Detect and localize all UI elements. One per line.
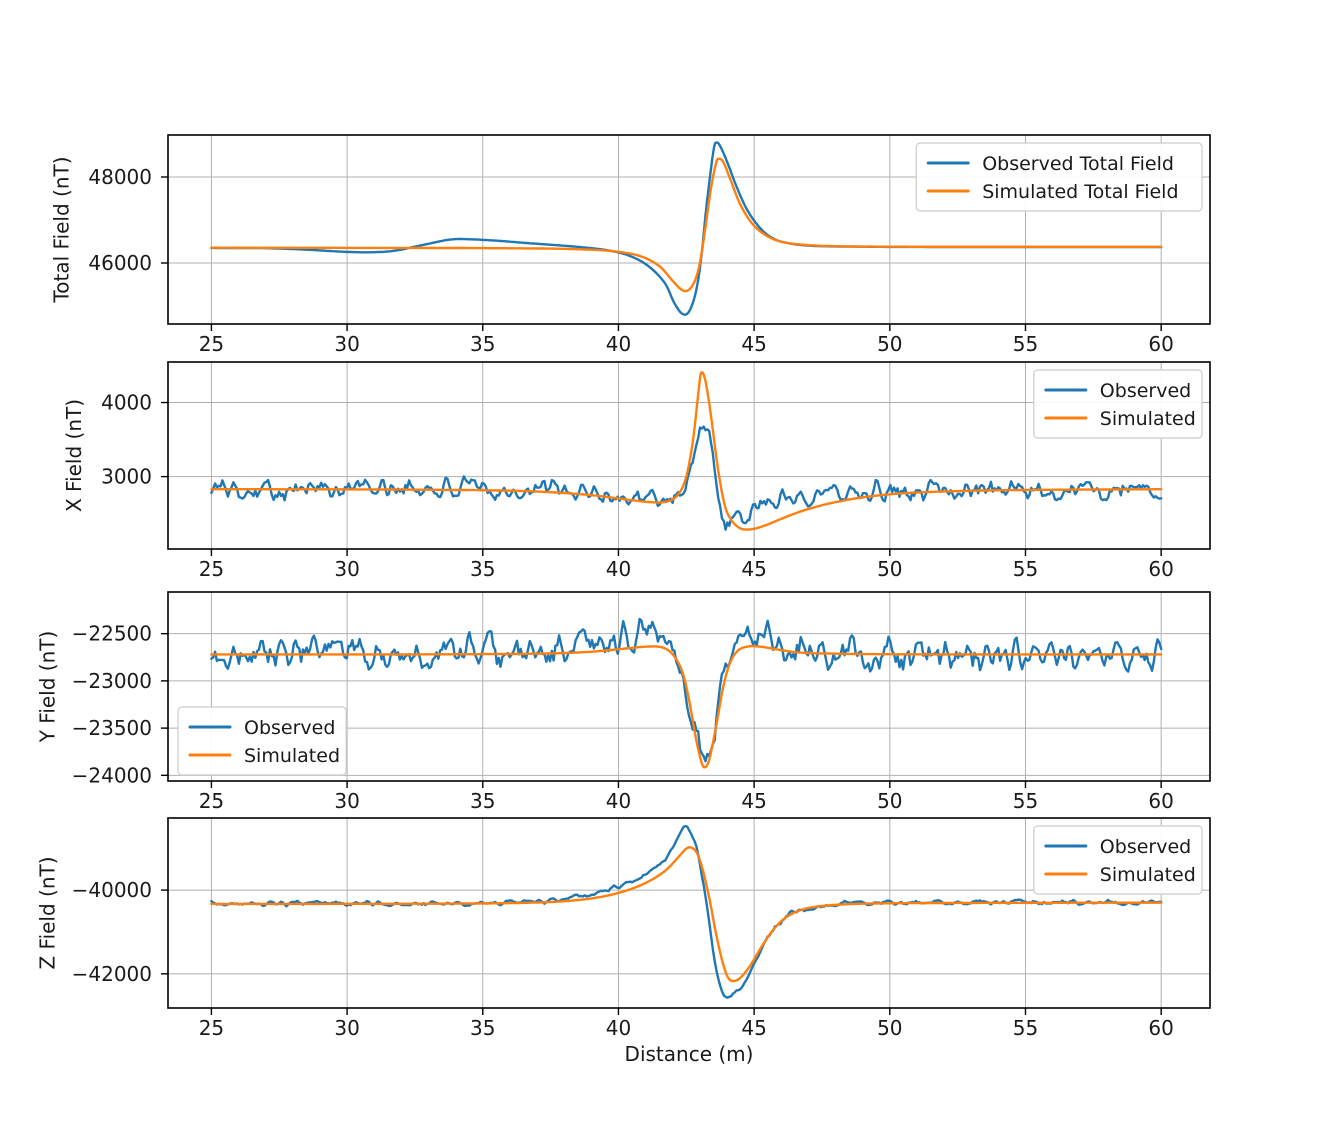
y-tick-label: −22500	[72, 622, 152, 646]
legend-label: Simulated	[1100, 864, 1196, 886]
y-axis-label: Z Field (nT)	[36, 856, 60, 969]
legend-label: Observed	[1100, 380, 1191, 402]
legend-label: Observed	[244, 717, 335, 739]
legend: Observed Simulated	[177, 706, 347, 776]
y-tick-label: 46000	[88, 251, 152, 275]
y-tick-label: −40000	[72, 878, 152, 902]
y-tick-label: 4000	[101, 391, 152, 415]
x-tick-label: 60	[1148, 332, 1173, 356]
x-tick-label: 25	[199, 789, 224, 813]
x-tick-label: 60	[1148, 1016, 1173, 1040]
series-group	[210, 141, 1163, 316]
y-tick-label: −42000	[72, 962, 152, 986]
y-tick-label: −23000	[72, 669, 152, 693]
x-tick-label: 55	[1013, 1016, 1038, 1040]
x-tick-label: 25	[199, 557, 224, 581]
x-tick-label: 25	[199, 1016, 224, 1040]
x-tick-label: 50	[877, 789, 902, 813]
panel-y-field: 25 30 35 40 45 50 55 60 −22500 −23000 −23500 −24000…	[36, 591, 1211, 813]
x-tick-label: 55	[1013, 789, 1038, 813]
series-group	[210, 371, 1163, 531]
x-tick-label: 40	[606, 332, 631, 356]
legend-label: Simulated	[1100, 408, 1196, 430]
legend-box	[177, 706, 347, 776]
simulated-line	[210, 157, 1163, 293]
x-tick-label: 55	[1013, 332, 1038, 356]
y-axis-label: Total Field (nT)	[50, 156, 74, 303]
x-tick-label: 45	[741, 1016, 766, 1040]
legend-label: Observed	[1100, 836, 1191, 858]
x-tick-label: 55	[1013, 557, 1038, 581]
x-tick-label: 35	[470, 1016, 495, 1040]
panel-x-field: 25 30 35 40 45 50 55 60 3000 4000 X Field (nT) Obse…	[62, 361, 1211, 581]
axes-spines	[167, 361, 1211, 550]
panel-z-field: 25 30 35 40 45 50 55 60 −40000 −42000 Z Field (nT)…	[36, 817, 1211, 1040]
x-tick-label: 40	[606, 1016, 631, 1040]
axes-spines	[167, 817, 1211, 1009]
x-tick-label: 50	[877, 1016, 902, 1040]
x-tick-label: 50	[877, 332, 902, 356]
legend-label: Observed Total Field	[982, 153, 1174, 175]
x-tick-label: 60	[1148, 557, 1173, 581]
legend-box	[1033, 825, 1203, 895]
simulated-line	[210, 846, 1163, 983]
x-axis-label: Distance (m)	[624, 1042, 754, 1066]
x-tick-label: 25	[199, 332, 224, 356]
axes-spines	[167, 134, 1211, 325]
x-tick-label: 50	[877, 557, 902, 581]
y-tick-label: −23500	[72, 716, 152, 740]
x-tick-label: 45	[741, 332, 766, 356]
y-axis-label: X Field (nT)	[62, 399, 86, 512]
legend-label: Simulated Total Field	[982, 181, 1178, 203]
y-tick-label: 48000	[88, 165, 152, 189]
series-group	[210, 617, 1163, 769]
x-tick-label: 30	[334, 332, 359, 356]
legend: Observed Total Field Simulated Total Fiel…	[915, 142, 1203, 212]
simulated-line	[210, 371, 1163, 531]
x-tick-label: 60	[1148, 789, 1173, 813]
x-tick-label: 45	[741, 789, 766, 813]
legend-box	[915, 142, 1203, 212]
legend-label: Simulated	[244, 745, 340, 767]
x-tick-label: 30	[334, 557, 359, 581]
x-tick-label: 40	[606, 789, 631, 813]
y-tick-label: −24000	[72, 763, 152, 787]
legend-box	[1033, 369, 1203, 439]
series-group	[210, 824, 1163, 999]
x-tick-label: 40	[606, 557, 631, 581]
x-tick-label: 30	[334, 1016, 359, 1040]
legend: Observed Simulated	[1033, 369, 1203, 439]
y-axis-label: Y Field (nT)	[36, 631, 60, 744]
x-tick-label: 35	[470, 557, 495, 581]
axes-spines	[167, 591, 1211, 782]
y-tick-label: 3000	[101, 465, 152, 489]
x-tick-label: 35	[470, 332, 495, 356]
legend: Observed Simulated	[1033, 825, 1203, 895]
panel-total-field: 25 30 35 40 45 50 55 60 46000 48000 Total Field (n…	[50, 134, 1211, 356]
x-tick-label: 35	[470, 789, 495, 813]
observed-line	[210, 425, 1163, 531]
x-tick-label: 45	[741, 557, 766, 581]
simulated-line	[210, 644, 1163, 769]
x-tick-label: 30	[334, 789, 359, 813]
